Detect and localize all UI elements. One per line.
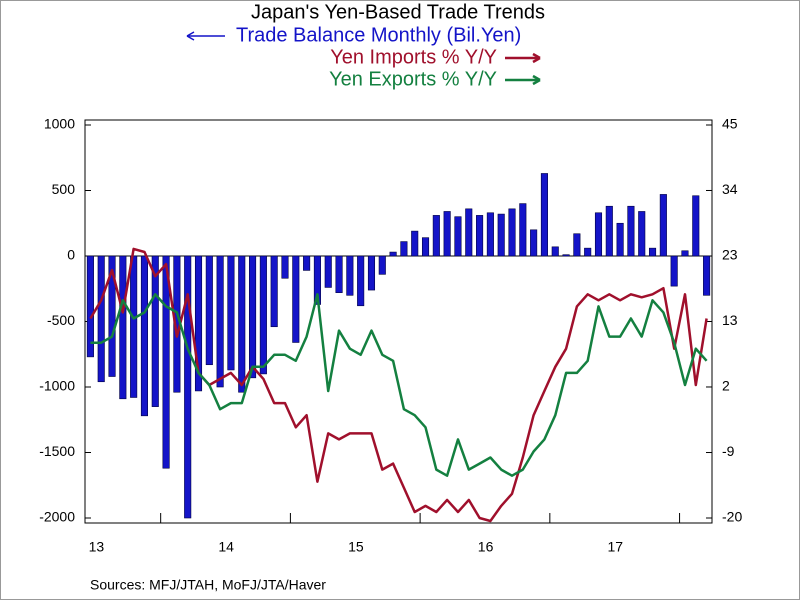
x-tick-label: 16 <box>478 539 494 555</box>
bar <box>497 213 505 257</box>
y2-tick-label: -20 <box>722 509 742 525</box>
bar <box>151 255 159 407</box>
source-note: Sources: MFJ/JTAH, MoFJ/JTA/Haver <box>90 577 326 593</box>
x-tick-label: 15 <box>348 539 364 555</box>
bar <box>270 255 278 328</box>
bar <box>465 208 473 257</box>
bar <box>530 229 538 257</box>
y2-tick-label: 34 <box>722 181 738 197</box>
bar <box>681 250 689 257</box>
bar <box>670 255 678 287</box>
bar <box>519 203 527 257</box>
bar <box>238 255 246 393</box>
legend: Trade Balance Monthly (Bil.Yen) Yen Impo… <box>186 24 541 90</box>
bar <box>648 247 657 257</box>
bar <box>367 255 376 291</box>
y-tick-label: -2000 <box>39 509 75 525</box>
legend-arrow-head <box>186 31 195 41</box>
bar <box>249 255 257 379</box>
legend-label: Yen Imports % Y/Y <box>330 46 497 68</box>
bar <box>227 255 235 371</box>
bar <box>638 211 646 257</box>
bar <box>476 215 484 257</box>
bar <box>508 208 516 257</box>
bar <box>378 255 386 275</box>
bar <box>584 247 592 257</box>
bar <box>400 241 408 257</box>
bar <box>486 212 494 257</box>
bar <box>659 194 667 257</box>
legend-label: Yen Exports % Y/Y <box>329 68 497 90</box>
bar <box>562 254 570 257</box>
bar <box>86 255 94 358</box>
y-tick-label: 0 <box>67 247 75 263</box>
bar <box>281 255 289 279</box>
bar <box>605 205 613 257</box>
bar <box>357 255 365 307</box>
bar <box>335 255 343 293</box>
bar <box>292 255 300 343</box>
bar <box>692 195 700 257</box>
bar <box>194 255 203 392</box>
x-tick-label: 13 <box>89 539 105 555</box>
legend-label: Trade Balance Monthly (Bil.Yen) <box>236 24 521 46</box>
y-tick-label: -1000 <box>39 378 75 394</box>
bar <box>162 255 170 469</box>
legend-arrow-head <box>532 52 541 64</box>
bar <box>303 255 311 271</box>
y-tick-label: 500 <box>52 181 76 197</box>
bar <box>594 212 603 257</box>
bar <box>97 255 105 383</box>
y2-tick-label: 2 <box>722 378 730 394</box>
bar <box>432 215 440 257</box>
bar <box>216 255 224 388</box>
line <box>90 293 708 477</box>
bar <box>130 255 138 398</box>
bar <box>703 255 711 296</box>
x-tick-label: 17 <box>608 539 624 555</box>
bar <box>627 205 635 257</box>
bar <box>573 233 581 257</box>
bar <box>259 255 267 375</box>
line <box>89 247 708 523</box>
bar <box>616 222 624 257</box>
y2-tick-label: 45 <box>722 116 738 132</box>
bar <box>324 255 332 288</box>
bar <box>389 251 397 257</box>
bar <box>411 230 419 257</box>
bar <box>184 255 192 519</box>
bar <box>346 255 354 296</box>
y2-tick-label: -9 <box>722 443 735 459</box>
bar <box>540 173 548 257</box>
y2-tick-label: 23 <box>722 247 738 263</box>
legend-arrow-head <box>532 74 541 86</box>
bar <box>551 246 559 257</box>
bar <box>443 211 451 257</box>
y-tick-label: -500 <box>47 312 75 328</box>
bar <box>140 255 148 417</box>
y2-tick-label: 13 <box>722 312 738 328</box>
chart-title: Japan's Yen-Based Trade Trends <box>251 1 545 23</box>
bar <box>205 255 213 366</box>
x-tick-label: 14 <box>218 539 234 555</box>
bar <box>108 255 116 377</box>
bar <box>421 237 430 257</box>
y-tick-label: 1000 <box>44 116 75 132</box>
bar <box>454 216 462 257</box>
bar <box>119 255 127 400</box>
y-tick-label: -1500 <box>39 443 75 459</box>
